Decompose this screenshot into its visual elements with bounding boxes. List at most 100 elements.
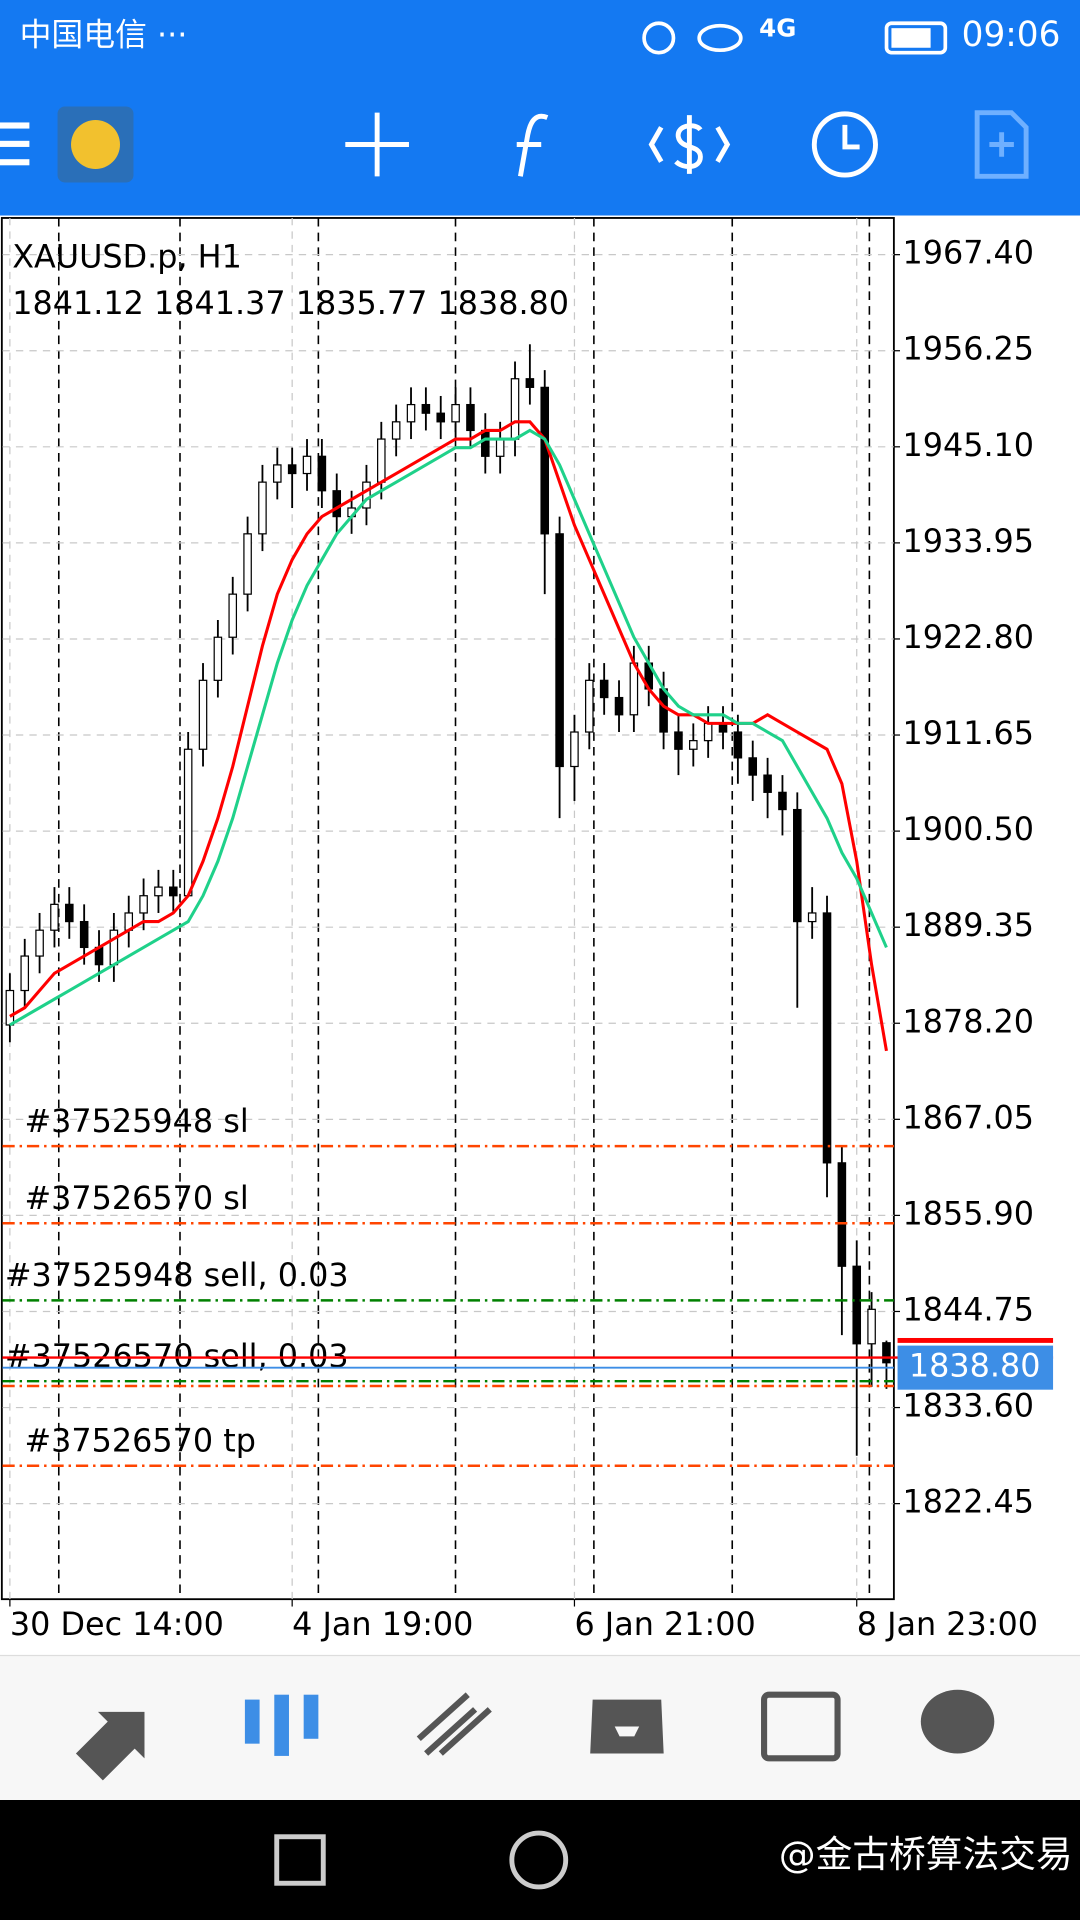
candle-body — [183, 748, 193, 897]
candle-body — [481, 429, 490, 457]
candle-body — [510, 378, 520, 440]
order-label: #37526570 sl — [24, 1179, 248, 1217]
candle-body — [139, 895, 148, 914]
y-tick-label: 1900.50 — [902, 810, 1034, 848]
y-tick-label: 1889.35 — [902, 906, 1034, 944]
candle-body — [703, 722, 713, 742]
x-tick-label: 4 Jan 19:00 — [292, 1605, 473, 1643]
bid-box — [897, 1345, 1054, 1390]
candle-body — [302, 455, 312, 475]
candle-body — [243, 533, 252, 595]
nav-bar — [0, 1800, 1080, 1920]
y-tick-label: 1933.95 — [902, 522, 1034, 560]
x-tick-label: 6 Jan 21:00 — [574, 1605, 755, 1643]
y-tick-label: 1956.25 — [902, 330, 1034, 368]
candle-body — [882, 1342, 891, 1364]
menu-icon[interactable] — [0, 122, 30, 166]
candle-body — [50, 903, 59, 931]
candle-body — [689, 740, 698, 750]
ask-marker — [897, 1337, 1054, 1343]
candle-body — [109, 929, 119, 966]
x-tick-label: 30 Dec 14:00 — [10, 1605, 224, 1643]
y-tick-label: 1922.80 — [902, 618, 1034, 656]
candle-body — [35, 929, 44, 957]
candle-body — [837, 1162, 847, 1267]
bid-label: 1838.80 — [909, 1347, 1041, 1385]
candle-body — [273, 464, 282, 483]
candle-body — [362, 481, 371, 509]
y-tick-label: 1867.05 — [902, 1098, 1034, 1136]
order-label: #37525948 sell, 0.03 — [5, 1256, 349, 1294]
candle-body — [674, 731, 683, 750]
candle-body — [421, 403, 431, 414]
candle-body — [793, 808, 802, 923]
order-label: #37525948 sl — [24, 1102, 248, 1140]
new-order-icon[interactable] — [974, 110, 1029, 179]
moving-average — [9, 428, 888, 1027]
candle-body — [391, 421, 401, 440]
candle-body — [852, 1265, 862, 1345]
candle-body — [228, 593, 238, 638]
chart-frame — [0, 217, 895, 1601]
x-tick-label: 8 Jan 23:00 — [857, 1605, 1038, 1643]
candle-body — [540, 386, 550, 535]
candle-body — [258, 481, 267, 535]
candle-body — [778, 791, 787, 811]
app-logo-mark — [71, 120, 120, 169]
plot: #37525948 sl #37526570 sl #37525948 sell, … — [2, 217, 894, 1600]
candle-body — [807, 912, 817, 923]
y-tick-label: 1844.75 — [902, 1290, 1034, 1328]
order-label: #37526570 tp — [24, 1421, 255, 1459]
candle-body — [867, 1308, 876, 1345]
network: 4G — [759, 13, 796, 42]
new-order-plus — [989, 132, 1014, 157]
candle-body — [733, 731, 743, 759]
candle-body — [436, 412, 446, 423]
candle-body — [822, 912, 832, 1164]
tab-icons[interactable] — [75, 1689, 995, 1781]
toolbar-icons[interactable] — [345, 111, 878, 178]
candle-body — [5, 989, 15, 1026]
battery-level — [891, 28, 931, 48]
candle-body — [198, 679, 208, 750]
candle-body — [599, 679, 609, 699]
candle-body — [659, 688, 668, 733]
candle-body — [317, 455, 327, 492]
candle-body — [154, 886, 163, 897]
candle-body — [287, 464, 297, 475]
nav-recent[interactable] — [274, 1834, 326, 1886]
candle-body — [495, 438, 505, 457]
candle-body — [377, 438, 386, 483]
candle-body — [614, 696, 624, 716]
candle-body — [763, 774, 772, 793]
order-label: #37526570 sell, 0.03 — [5, 1337, 349, 1375]
ohlc-text: 1841.12 1841.37 1835.77 1838.80 — [12, 284, 569, 322]
y-tick-label: 1822.45 — [902, 1483, 1034, 1521]
candle-body — [169, 886, 178, 897]
tab-bar — [0, 1655, 1080, 1800]
candle-body — [332, 490, 342, 518]
candle-body — [213, 636, 223, 681]
candle-body — [79, 920, 89, 949]
candle-body — [525, 378, 535, 388]
nav-home[interactable] — [509, 1830, 569, 1890]
candle-body — [20, 955, 30, 992]
y-tick-label: 1833.60 — [902, 1387, 1034, 1425]
candle-body — [65, 903, 74, 923]
candle-body — [406, 403, 416, 423]
y-tick-label: 1911.65 — [902, 714, 1034, 752]
candle-body — [585, 679, 594, 733]
candle-body — [555, 533, 564, 768]
candle-body — [629, 662, 639, 716]
candle-body — [451, 403, 460, 423]
watermark: @金古桥算法交易 — [779, 1833, 1073, 1876]
y-tick-label: 1945.10 — [902, 426, 1034, 464]
y-tick-label: 1855.90 — [902, 1194, 1034, 1232]
status-icons — [642, 21, 948, 55]
carrier: 中国电信 ··· — [20, 16, 188, 54]
candle-body — [466, 403, 475, 432]
candle-body — [748, 757, 758, 776]
candle-body — [570, 731, 579, 768]
